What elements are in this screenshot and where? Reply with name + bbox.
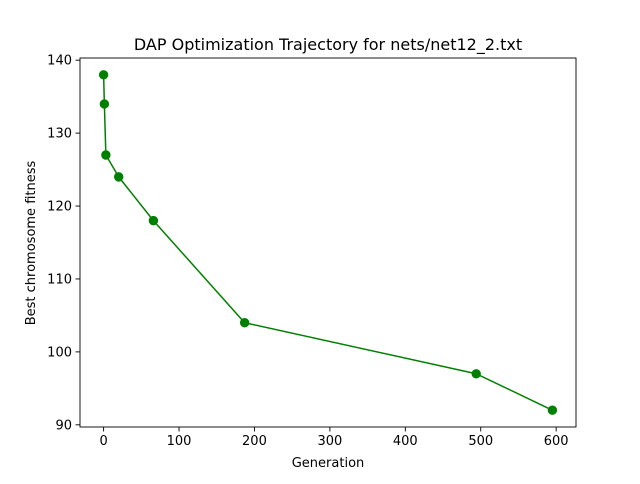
x-tick-label: 100 — [167, 434, 192, 449]
x-tick-label: 0 — [99, 434, 107, 449]
y-tick-label: 140 — [47, 54, 72, 69]
y-tick-label: 130 — [47, 127, 72, 142]
x-tick-label: 600 — [544, 434, 569, 449]
data-point — [113, 172, 124, 182]
y-tick-label: 100 — [47, 345, 72, 360]
x-axis-label: Generation — [292, 456, 365, 471]
data-point — [471, 369, 481, 379]
y-tick-label: 120 — [47, 200, 72, 215]
x-tick-label: 200 — [242, 434, 267, 449]
y-tick-label: 90 — [55, 418, 72, 433]
data-point — [547, 405, 558, 415]
y-tick-label: 110 — [47, 272, 72, 287]
series-line — [102, 74, 554, 412]
data-point — [101, 150, 111, 160]
data-point — [99, 99, 110, 109]
plot-area: 0 100 200 300 400 500 600 90 100 110 120 130 140 — [47, 54, 577, 449]
x-tick-label: 500 — [468, 434, 493, 449]
y-axis-label: Best chromosome fitness — [24, 161, 39, 326]
data-point — [98, 70, 109, 80]
chart-title: DAP Optimization Trajectory for nets/net… — [134, 35, 522, 55]
data-point — [148, 215, 159, 226]
x-tick-label: 300 — [317, 434, 342, 449]
data-point — [239, 318, 250, 328]
axes-frame — [79, 57, 577, 428]
x-tick-label: 400 — [393, 434, 418, 449]
